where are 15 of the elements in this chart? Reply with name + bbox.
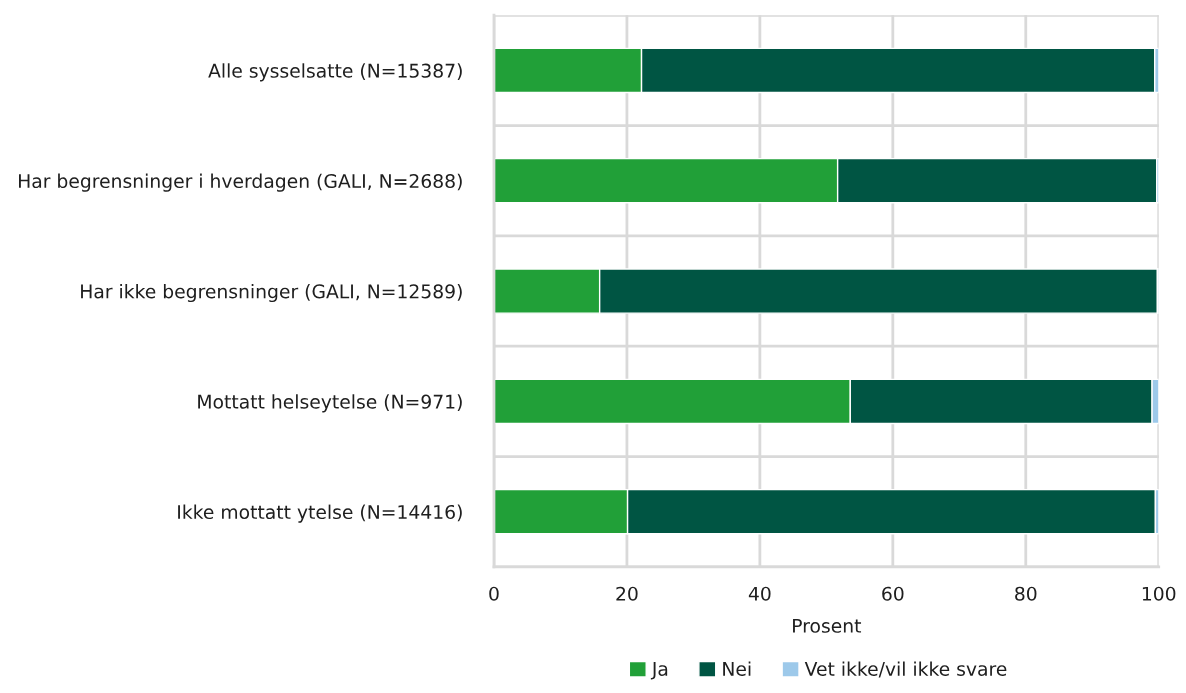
legend-label: Vet ikke/vil ikke svare	[804, 661, 1007, 678]
x-tick-label: 40	[748, 586, 771, 601]
y-tick-label: Ikke mottatt ytelse (N=14416)	[178, 504, 462, 523]
x-tick-label: 20	[616, 586, 638, 601]
x-axis-title: Prosent	[793, 618, 862, 633]
x-tick-label: 100	[1142, 586, 1176, 601]
y-tick-label: Alle sysselsatte (N=15387)	[208, 63, 462, 82]
y-tick-label: Har ikke begrensninger (GALI, N=12589)	[81, 283, 462, 303]
x-tick-label: 60	[882, 586, 904, 601]
legend-label: Ja	[650, 662, 668, 680]
y-tick-label: Har begrensninger i hverdagen (GALI, N=2688)	[19, 173, 462, 192]
y-tick-label: Mottatt helseytelse (N=971)	[198, 394, 462, 413]
x-tick-label: 0	[489, 586, 499, 601]
legend-label: Nei	[723, 661, 751, 676]
x-tick-label: 80	[1015, 586, 1037, 601]
